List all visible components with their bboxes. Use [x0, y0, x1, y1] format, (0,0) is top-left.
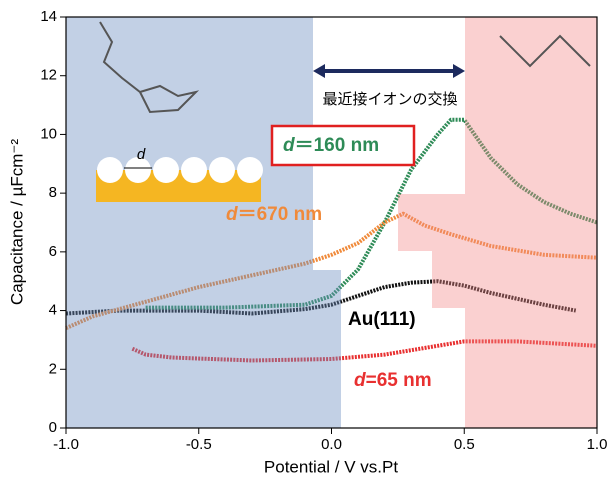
data-line — [65, 279, 577, 316]
x-tick-label: -1.0 — [53, 436, 79, 453]
ion — [181, 157, 207, 183]
shaded-region — [313, 270, 341, 428]
series-label: d=65 nm — [354, 370, 432, 391]
x-tick-label: 0.0 — [321, 436, 342, 453]
shaded-region — [465, 17, 597, 428]
x-tick-label: 1.0 — [587, 436, 608, 453]
arrow-head — [453, 64, 465, 78]
shaded-region — [66, 17, 313, 428]
y-tick-label: 12 — [40, 67, 57, 84]
shaded-region — [398, 194, 465, 251]
data-line — [65, 211, 598, 331]
x-tick-label: 0.5 — [454, 436, 475, 453]
y-tick-label: 10 — [40, 125, 57, 142]
label-box — [270, 124, 416, 167]
series-label-part: =65 nm — [366, 370, 432, 391]
series-label-part: ＝670 nm — [238, 204, 322, 225]
series-label: d＝160 nm — [283, 135, 379, 156]
y-axis-label: Capacitance / µFcm⁻² — [7, 139, 26, 305]
series-label-part: ＝160 nm — [295, 135, 379, 156]
molecule — [499, 34, 591, 68]
ion — [125, 157, 151, 183]
y-tick-label: 4 — [49, 302, 57, 319]
ion — [97, 157, 123, 183]
series-label-part: d — [354, 370, 366, 391]
y-tick-label: 2 — [49, 360, 57, 377]
molecule — [99, 21, 200, 114]
series-label: d＝670 nm — [226, 204, 322, 225]
y-tick-label: 6 — [49, 243, 57, 260]
series-label-part: d — [283, 135, 295, 156]
data-line — [145, 117, 598, 310]
data-line — [131, 339, 598, 363]
ion — [237, 157, 263, 183]
shaded-region — [432, 251, 465, 308]
arrow-head — [313, 64, 325, 78]
series-label-part: d — [226, 204, 238, 225]
y-tick-label: 8 — [49, 184, 57, 201]
x-tick-label: -0.5 — [186, 436, 212, 453]
ion — [209, 157, 235, 183]
annotation: 最近接イオンの交換 — [322, 90, 457, 108]
x-axis-label: Potential / V vs.Pt — [264, 457, 398, 476]
annotation: d — [137, 146, 146, 163]
series-label: Au(111) — [348, 309, 416, 330]
y-tick-label: 14 — [40, 8, 57, 25]
ion — [153, 157, 179, 183]
y-tick-label: 0 — [49, 419, 57, 436]
